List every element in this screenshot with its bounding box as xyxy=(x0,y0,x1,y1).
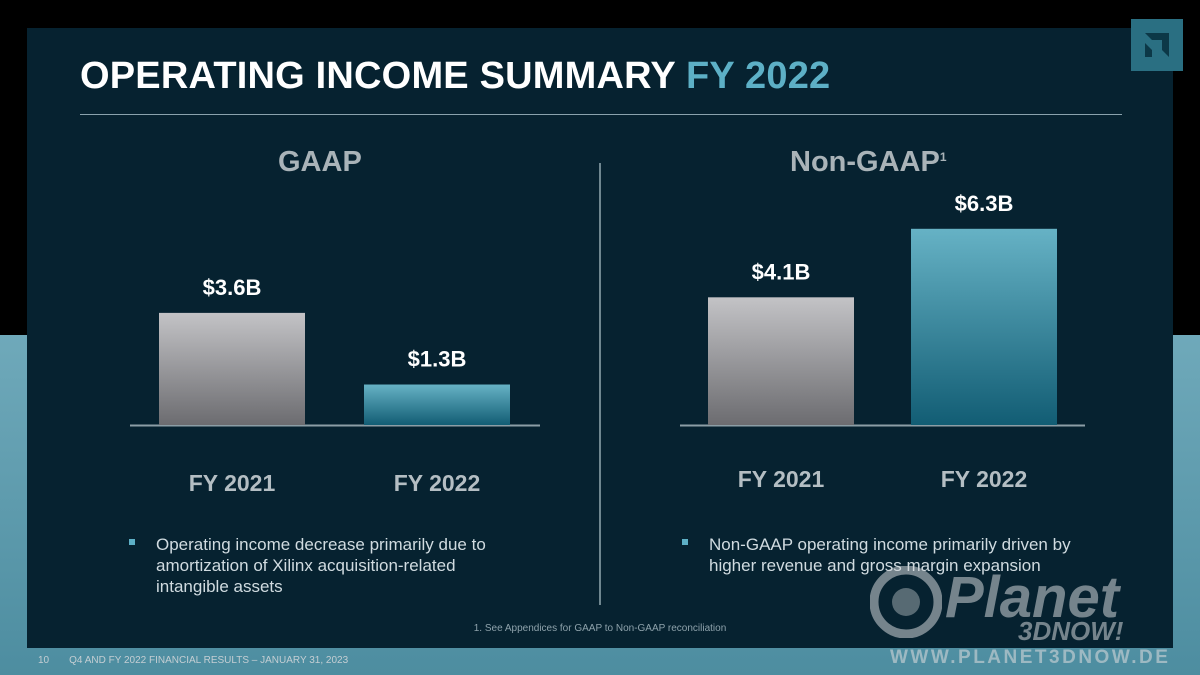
data-label: $6.3B xyxy=(955,191,1014,216)
non-gaap-bullet-text: Non-GAAP operating income primarily driv… xyxy=(709,535,1071,575)
bullet-marker-icon xyxy=(129,539,135,545)
amd-logo-icon xyxy=(1131,19,1183,71)
non-gaap-footnote-marker: 1 xyxy=(939,150,947,164)
bar-fy-2021 xyxy=(159,312,305,425)
non-gaap-bar-chart: $4.1B FY 2021 $6.3B FY 2022 xyxy=(680,191,1085,492)
non-gaap-heading: Non-GAAP1 xyxy=(790,146,947,178)
bar-fy-2022 xyxy=(911,228,1057,425)
category-label: FY 2022 xyxy=(394,470,481,496)
gaap-heading: GAAP xyxy=(278,146,362,178)
category-label: FY 2022 xyxy=(941,466,1028,492)
page-title: OPERATING INCOME SUMMARY FY 2022 xyxy=(80,55,830,98)
data-label: $4.1B xyxy=(752,259,811,284)
footer: 10 Q4 AND FY 2022 FINANCIAL RESULTS – JAN… xyxy=(38,655,348,666)
watermark-brand: Planet xyxy=(945,565,1120,630)
category-label: FY 2021 xyxy=(738,466,825,492)
footer-text: Q4 AND FY 2022 FINANCIAL RESULTS – JANUA… xyxy=(69,655,349,666)
data-label: $1.3B xyxy=(408,347,467,372)
bullet-marker-icon xyxy=(682,539,688,545)
watermark: Planet 3DNOW! WWW.PLANET3DNOW.DE xyxy=(868,560,1193,672)
title-accent: FY 2022 xyxy=(686,55,831,97)
footnote: 1. See Appendices for GAAP to Non-GAAP r… xyxy=(473,623,727,634)
title-rule xyxy=(80,114,1122,115)
watermark-url: WWW.PLANET3DNOW.DE xyxy=(890,647,1171,668)
gaap-bar-chart: $3.6B FY 2021 $1.3B FY 2022 xyxy=(130,275,540,496)
title-main: OPERATING INCOME SUMMARY xyxy=(80,55,676,97)
bar-fy-2022 xyxy=(364,384,510,425)
gaap-bullet-text: Operating income decrease primarily due … xyxy=(156,535,486,596)
planet-logo-icon xyxy=(870,566,942,638)
watermark-sub: 3DNOW! xyxy=(1018,616,1124,646)
category-label: FY 2021 xyxy=(189,470,276,496)
data-label: $3.6B xyxy=(203,275,262,300)
bar-fy-2021 xyxy=(708,297,854,425)
page-number: 10 xyxy=(38,655,50,666)
section-divider xyxy=(599,163,601,605)
